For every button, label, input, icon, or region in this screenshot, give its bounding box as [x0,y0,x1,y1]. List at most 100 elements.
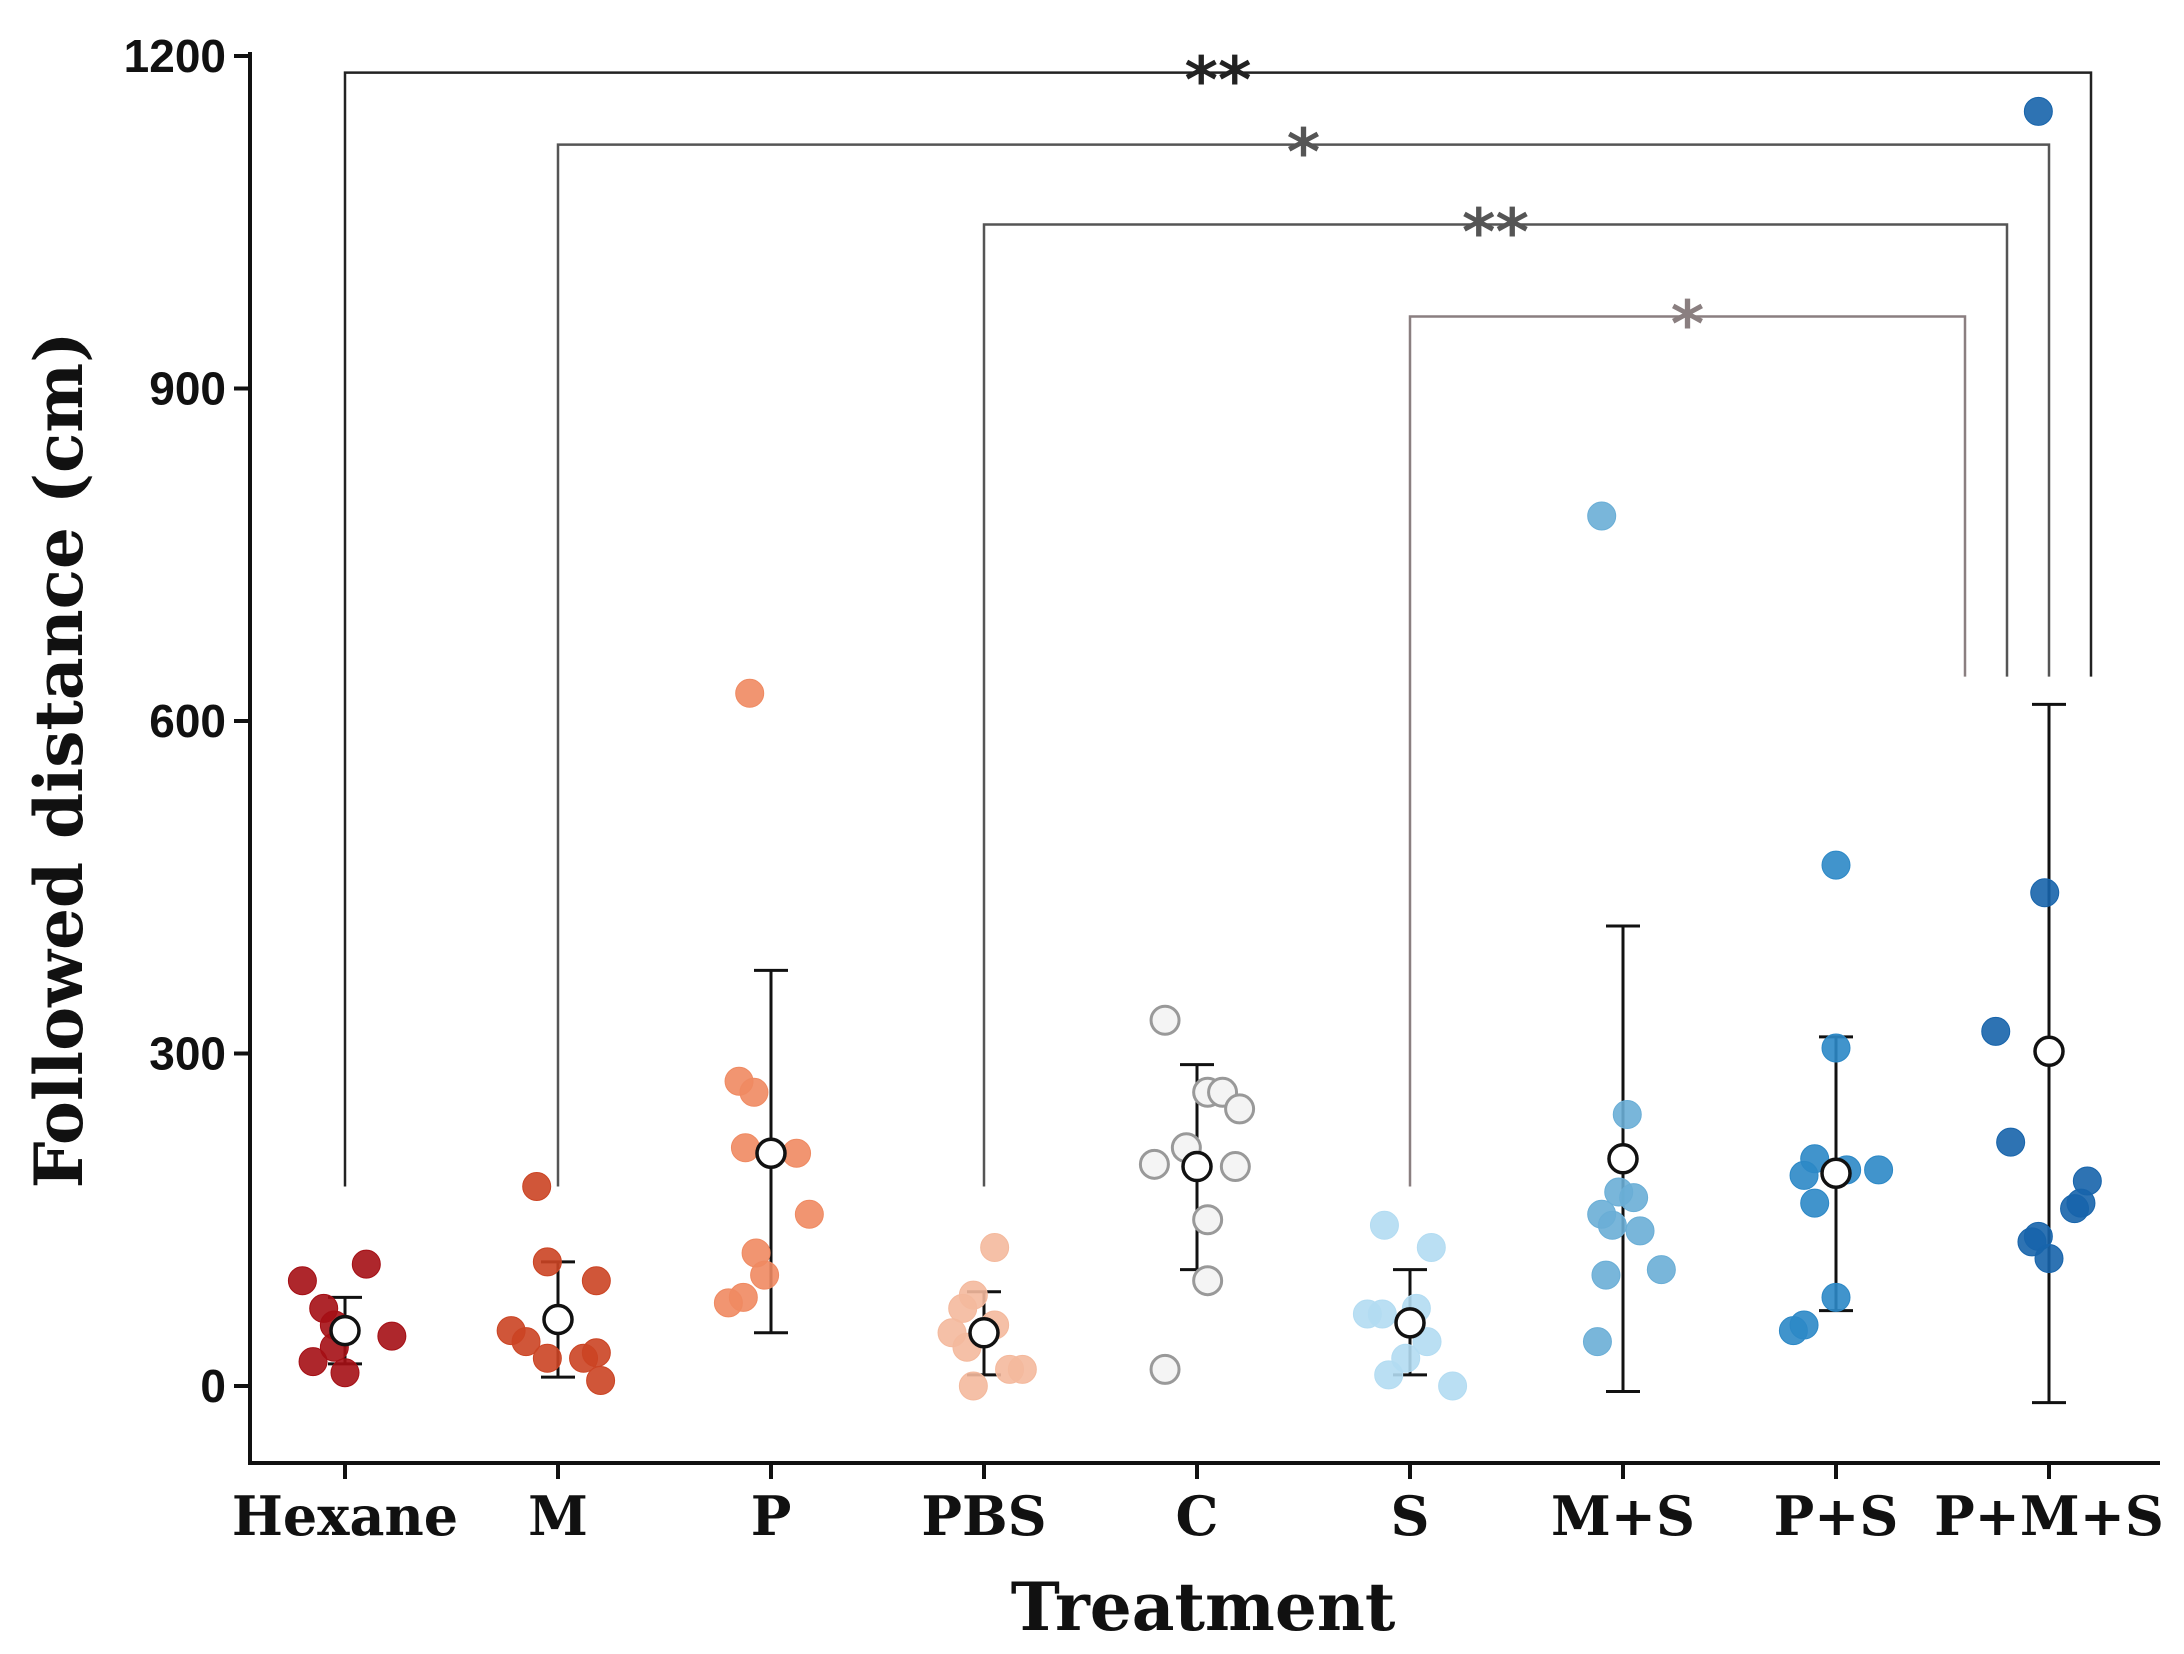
data-point [735,678,765,708]
data-point [351,1249,381,1279]
data-point [1821,850,1851,880]
x-tick-label: M [528,1484,588,1548]
data-point [958,1371,988,1401]
data-point [1597,1210,1627,1240]
data-point [298,1347,328,1377]
data-point [2030,878,2060,908]
mean-marker [1181,1150,1213,1183]
data-point [532,1247,562,1277]
data-point [2023,96,2053,126]
axes: 0 300 600 900 1200 Hexane M P PBS C S M+S P+S P+M+S [124,30,2164,1548]
y-axis-title: Followed distance (cm) [20,332,98,1189]
mean-marker [1394,1307,1426,1339]
mean-marker [755,1137,787,1169]
data-point [1369,1210,1399,1240]
data-point [1138,1148,1170,1180]
mean-marker [329,1314,361,1347]
data-point [581,1266,611,1296]
data-point [522,1172,552,1201]
x-tick-label: S [1391,1484,1430,1548]
significance-label: ** [1185,45,1252,119]
x-tick-label: C [1176,1484,1219,1548]
data-point [511,1327,541,1357]
bracket-line [1408,315,1967,1187]
data-point [586,1365,616,1395]
data-point [1374,1360,1404,1390]
data-point [1192,1265,1224,1297]
data-points [287,96,2102,1401]
data-point [1625,1216,1655,1246]
data-point [794,1199,824,1229]
data-point [1192,1204,1224,1236]
data-point [1612,1099,1642,1129]
x-tick-label: Hexane [232,1484,458,1548]
data-point [948,1293,978,1323]
bracket-line [343,71,2093,1187]
data-point [750,1260,780,1290]
data-point [1219,1151,1251,1183]
data-point [1996,1127,2026,1157]
data-point [1800,1188,1830,1218]
x-tick-label: PBS [921,1484,1046,1548]
mean-marker [1820,1157,1852,1189]
x-axis-title: Treatment [1011,1568,1396,1646]
mean-markers [329,1035,2065,1349]
mean-marker [1607,1143,1639,1175]
y-tick-label: 1200 [124,30,226,82]
data-point [377,1321,407,1351]
data-point [1821,1033,1851,1063]
significance-label: * [1287,117,1320,191]
y-tick-label: 0 [200,1360,226,1412]
data-point [739,1077,769,1107]
significance-brackets: ****** [343,45,2093,1187]
significance-bracket: ** [343,45,2093,1187]
data-point [730,1133,760,1163]
bracket-line [982,223,2009,1187]
significance-bracket: * [1408,288,1967,1187]
data-point [1149,1004,1181,1036]
mean-marker [2033,1035,2065,1068]
data-point [1591,1260,1621,1290]
significance-label: ** [1462,196,1529,270]
mean-marker [542,1303,574,1336]
y-tick-label: 900 [149,363,226,415]
significance-label: * [1671,288,1704,362]
y-tick-label: 600 [149,695,226,747]
data-point [1789,1160,1819,1190]
data-point [2017,1227,2047,1257]
data-point [330,1358,360,1388]
data-point [1438,1371,1468,1401]
data-point [1864,1155,1894,1185]
data-point [1149,1353,1181,1385]
data-point [1981,1016,2011,1046]
x-tick-label: P+M+S [1934,1484,2164,1548]
data-point [1007,1354,1037,1384]
x-tick-label: M+S [1551,1484,1695,1548]
error-bars [328,702,2066,1405]
data-point [1619,1183,1649,1213]
axis-labels: Followed distance (cm) Treatment [20,332,1396,1646]
data-point [1224,1093,1256,1125]
data-point [980,1232,1010,1262]
data-point [713,1288,743,1318]
y-tick-label: 300 [149,1028,226,1080]
data-point [1789,1310,1819,1340]
data-point [2066,1188,2096,1218]
data-point [1821,1282,1851,1312]
x-tick-label: P+S [1774,1484,1899,1548]
data-point [532,1343,562,1373]
data-point [1416,1232,1446,1262]
x-tick-label: P [751,1484,792,1548]
data-point [782,1138,812,1168]
significance-bracket: * [556,117,2051,1187]
data-point [1646,1255,1676,1285]
mean-marker [968,1317,1000,1349]
data-point [287,1266,317,1296]
data-point [1582,1327,1612,1357]
data-point [581,1338,611,1368]
significance-bracket: ** [982,196,2009,1187]
bracket-line [556,143,2051,1187]
data-point [1367,1299,1397,1329]
data-point [1587,501,1617,531]
